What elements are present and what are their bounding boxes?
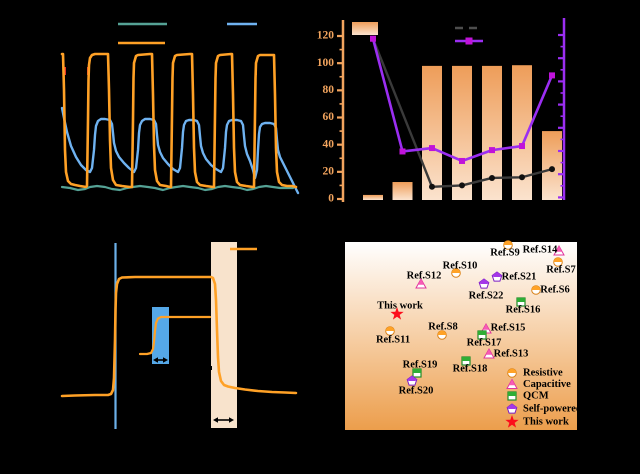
response-curve	[60, 275, 298, 398]
scatter-label: This work	[377, 300, 423, 311]
scatter-marker-resistive	[385, 326, 395, 336]
blue-response-curve	[60, 106, 300, 195]
black-series-line	[371, 37, 554, 188]
purple-square-marker	[399, 148, 406, 155]
scatter-label: Ref.S13	[494, 348, 529, 359]
inset-rise-curve	[138, 315, 212, 356]
panel-b: 0 20 40 60 80 100 120	[317, 18, 566, 205]
arrowhead-right	[229, 417, 234, 423]
scatter-label: Ref.S19	[403, 359, 438, 370]
bar	[542, 131, 562, 200]
legend-label: Self-powered	[523, 403, 582, 414]
purple-square-marker	[549, 72, 555, 79]
black-dot-marker	[489, 174, 495, 181]
scatter-marker-resistive	[451, 268, 461, 278]
legend-label: Resistive	[523, 367, 563, 378]
scatter-marker-qcm	[516, 297, 526, 307]
scatter-marker-capacitive	[553, 244, 565, 256]
orange-pulses-curve	[60, 52, 298, 189]
bar	[512, 65, 532, 200]
scatter-label: Ref.S21	[502, 271, 537, 282]
bar	[452, 65, 472, 200]
arrowhead-left	[153, 357, 158, 363]
scatter-label: Ref.S9	[490, 247, 519, 258]
scatter-marker-resistive	[553, 257, 563, 267]
scatter-label: Ref.S20	[399, 385, 434, 396]
black-dot-marker	[549, 166, 555, 173]
scatter-label: Ref.S8	[428, 321, 457, 332]
scatter-marker-self-powered	[491, 271, 503, 282]
left-axis-tick-label: 20	[323, 165, 335, 177]
scatter-marker-resistive	[531, 285, 541, 295]
scatter-marker-resistive	[437, 330, 447, 340]
scatter-marker-resistive	[503, 240, 513, 250]
legend-marker-resistive	[507, 368, 517, 378]
arrowhead-right	[163, 357, 168, 363]
scatter-label: Ref.S7	[546, 264, 575, 275]
panel-c	[60, 242, 298, 429]
left-axis-tick-label: 80	[323, 84, 335, 96]
purple-square-marker	[489, 147, 495, 154]
legend-marker-self-powered	[506, 403, 518, 414]
scatter-label: Ref.S22	[469, 290, 504, 301]
legend-label: QCM	[523, 390, 549, 401]
black-dot-marker	[519, 174, 525, 181]
scatter-label: Ref.S12	[407, 270, 442, 281]
scatter-marker-qcm	[477, 330, 487, 340]
scatter-label: Ref.S14	[523, 244, 558, 255]
legend-label: Capacitive	[523, 379, 571, 390]
scatter-label: Ref.S6	[540, 284, 569, 295]
scatter-marker-self-powered	[406, 375, 418, 386]
left-axis-tick-label: 40	[323, 138, 335, 150]
legend-marker-capacitive	[506, 378, 518, 389]
scatter-marker-qcm	[461, 356, 471, 366]
scatter-label: Ref.S18	[453, 363, 488, 374]
legend-marker-star	[505, 415, 519, 428]
scatter-marker-star	[390, 307, 404, 320]
left-axis-tick-label: 120	[317, 30, 335, 42]
legend-label: This work	[523, 416, 569, 427]
scatter-marker-self-powered	[478, 278, 490, 289]
black-dot-marker	[459, 182, 465, 189]
bar	[392, 182, 413, 200]
teal-baseline-curve	[60, 184, 295, 192]
purple-square-marker	[519, 143, 525, 150]
scatter-label: Ref.S11	[376, 334, 410, 345]
legend-marker-qcm	[507, 391, 517, 401]
scatter-background	[345, 242, 577, 430]
scatter-label: Ref.S15	[491, 322, 526, 333]
scatter-label: Ref.S17	[467, 337, 502, 348]
recovery-band	[211, 242, 237, 428]
scatter-marker-qcm	[412, 368, 422, 378]
purple-square-marker	[370, 35, 376, 42]
floating-bar	[352, 22, 378, 35]
left-axis-tick-label: 60	[323, 111, 335, 123]
black-dot-marker	[429, 183, 435, 190]
purple-square-marker	[429, 145, 435, 152]
scatter-label: Ref.S16	[506, 304, 541, 315]
purple-legend-marker	[465, 37, 473, 45]
arrowhead-left	[213, 417, 218, 423]
bar	[482, 65, 502, 200]
scatter-marker-capacitive	[415, 277, 427, 289]
purple-square-marker	[459, 157, 465, 164]
left-axis-tick-label: 100	[317, 57, 335, 69]
scatter-marker-capacitive	[483, 347, 495, 359]
bar	[422, 65, 442, 200]
scatter-label: Ref.S10	[443, 260, 478, 271]
left-axis-tick-label: 0	[328, 193, 334, 205]
bar	[363, 194, 383, 200]
panel-a	[60, 22, 300, 195]
